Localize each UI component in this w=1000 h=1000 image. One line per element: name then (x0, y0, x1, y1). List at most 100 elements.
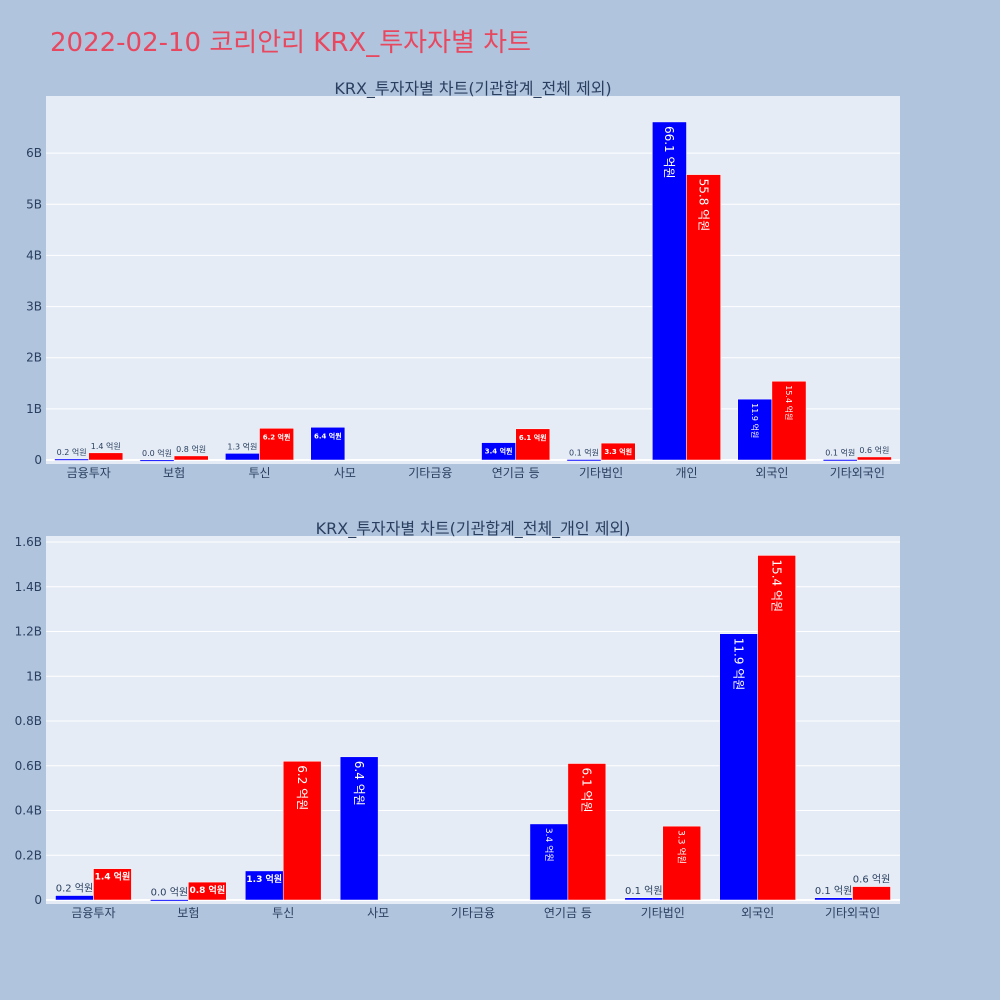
data-label: 1.4 억원 (95, 871, 131, 883)
data-label: 1.3 억원 (246, 873, 282, 885)
data-label: 1.3 억원 (227, 441, 257, 451)
x-tick-label: 연기금 등 (544, 906, 592, 920)
data-label: 0.1 억원 (825, 447, 855, 457)
data-label: 0.1 억원 (569, 447, 599, 457)
bar (814, 897, 853, 901)
data-label: 0.0 억원 (151, 887, 188, 899)
x-tick-label: 보험 (163, 466, 185, 480)
data-label: 15.4 억원 (769, 559, 783, 612)
page-title: 2022-02-10 코리안리 KRX_투자자별 차트 (50, 28, 532, 58)
y-tick-label: 6B (26, 146, 42, 160)
y-tick-label: 1.4B (15, 580, 42, 594)
bar (567, 763, 607, 901)
data-label: 0.2 억원 (57, 447, 87, 457)
y-tick-label: 0.4B (15, 804, 42, 818)
bar (93, 868, 132, 901)
x-tick-label: 투신 (272, 906, 294, 920)
bar (150, 899, 189, 902)
bar (771, 380, 807, 461)
bar (88, 452, 124, 461)
x-tick-label: 기타법인 (579, 466, 623, 480)
data-label: 6.2 억원 (263, 432, 291, 441)
chart-title: KRX_투자자별 차트(기관합계_전체_개인 제외) (316, 519, 631, 539)
bar (225, 453, 260, 461)
y-tick-label: 4B (26, 248, 42, 262)
bar (282, 761, 322, 901)
bar (188, 881, 227, 901)
data-label: 3.4 억원 (543, 828, 555, 862)
bar (857, 456, 892, 461)
bar (173, 455, 209, 461)
y-tick-label: 2B (26, 351, 42, 365)
bar (737, 398, 773, 461)
bar (259, 428, 294, 461)
bar (757, 555, 796, 901)
x-tick-label: 투신 (248, 466, 270, 480)
chart-1: 0 1B 2B 3B 4B 5B 6B KRX_투자자별 차트(기관합계_전체 제외) 0.2 … (26, 79, 900, 480)
x-tick-label: 기타금융 (451, 906, 495, 920)
x-tick-label: 외국인 (755, 466, 788, 480)
data-label: 0.8 억원 (189, 884, 225, 896)
data-label: 3.3 억원 (604, 447, 632, 456)
bar (515, 428, 551, 461)
bar (624, 897, 664, 901)
x-tick-label: 개인 (675, 466, 697, 480)
data-label: 6.4 억원 (352, 761, 366, 806)
y-tick-label: 3B (26, 300, 42, 314)
data-label: 11.9 억원 (731, 638, 745, 691)
x-tick-label: 금융투자 (71, 906, 115, 920)
bar (686, 174, 721, 461)
y-tick-label: 1.2B (15, 625, 42, 639)
chart-2: 0 0.2B 0.4B 0.6B 0.8B 1B 1.2B 1.4B 1.6B KRX_투자자별 … (15, 519, 900, 920)
chart-title: KRX_투자자별 차트(기관합계_전체 제외) (334, 79, 611, 99)
y-tick-label: 0.8B (15, 714, 42, 728)
bar (310, 427, 346, 461)
bar (54, 458, 89, 461)
data-label: 0.8 억원 (176, 444, 206, 454)
x-tick-label: 연기금 등 (492, 466, 540, 480)
data-label: 6.1 억원 (580, 768, 594, 813)
y-tick-label: 0 (34, 893, 42, 907)
y-tick-label: 1B (26, 669, 42, 683)
data-label: 3.3 억원 (676, 830, 688, 864)
y-tick-label: 1.6B (15, 535, 42, 549)
data-label: 6.2 억원 (295, 765, 309, 810)
data-label: 66.1 억원 (662, 126, 676, 179)
data-label: 3.4 억원 (485, 447, 513, 456)
data-label: 0.1 억원 (625, 885, 662, 897)
x-tick-label: 사모 (334, 466, 356, 480)
data-label: 6.4 억원 (314, 431, 342, 440)
y-tick-label: 0.2B (15, 848, 42, 862)
data-label: 11.9 억원 (750, 403, 760, 438)
x-tick-label: 기타법인 (641, 906, 685, 920)
bar (822, 459, 858, 462)
x-tick-label: 보험 (177, 906, 199, 920)
bar (852, 886, 891, 901)
bar (652, 121, 687, 461)
x-tick-label: 금융투자 (67, 466, 111, 480)
bar (245, 870, 284, 901)
data-label: 1.4 억원 (91, 441, 121, 451)
x-tick-label: 외국인 (741, 906, 774, 920)
bar (719, 633, 758, 901)
data-label: 0.6 억원 (853, 874, 890, 886)
bar (55, 895, 94, 901)
data-label: 0.1 억원 (815, 885, 852, 897)
x-tick-label: 기타외국인 (825, 906, 880, 920)
data-label: 15.4 억원 (784, 385, 794, 420)
y-tick-label: 0 (34, 453, 42, 467)
x-tick-label: 기타외국인 (830, 466, 885, 480)
y-tick-label: 0.6B (15, 759, 42, 773)
data-label: 0.2 억원 (56, 883, 93, 895)
y-tick-label: 1B (26, 402, 42, 416)
bar (139, 459, 175, 462)
x-tick-label: 사모 (367, 906, 389, 920)
data-label: 55.8 억원 (696, 179, 710, 232)
bar (529, 823, 569, 901)
bar (662, 825, 701, 901)
x-tick-label: 기타금융 (408, 466, 452, 480)
data-label: 6.1 억원 (519, 433, 547, 442)
